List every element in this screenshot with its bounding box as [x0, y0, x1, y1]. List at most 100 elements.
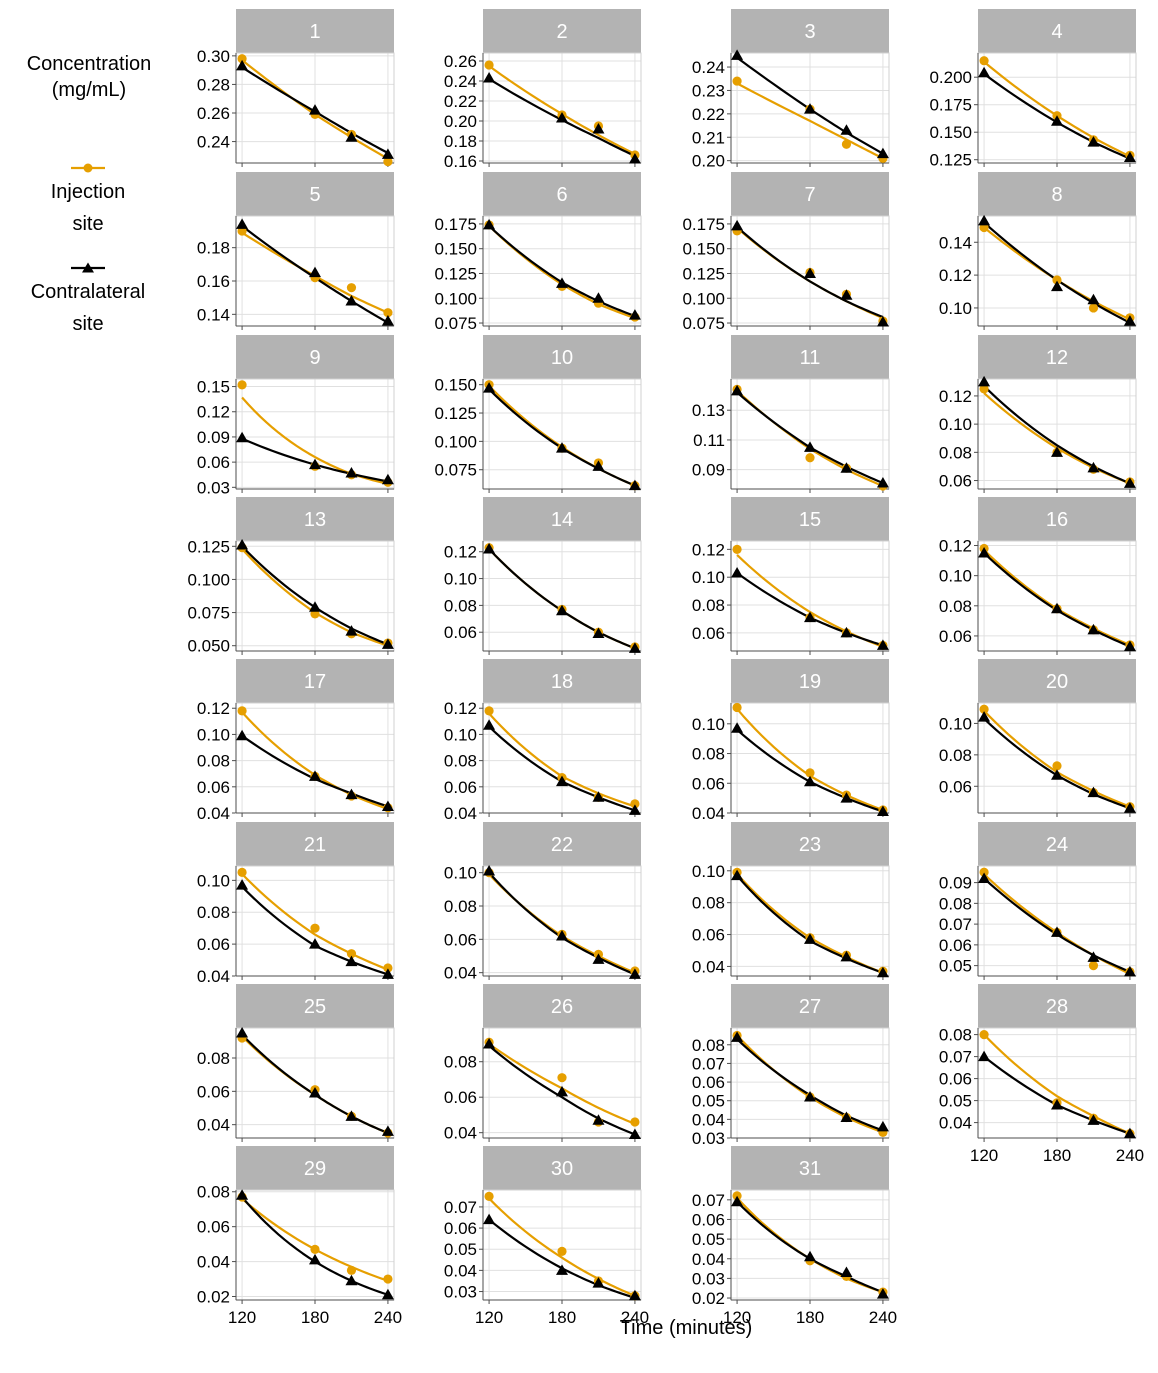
contralateral-point: [628, 968, 641, 979]
contralateral-point: [876, 147, 889, 159]
facet-panel-20: 20 0.10 0.08 0.06: [939, 659, 1137, 817]
contralateral-point: [483, 382, 496, 393]
y-tick-label: 0.04: [197, 1116, 230, 1135]
y-tick-label: 0.06: [692, 1073, 725, 1092]
contralateral-point: [592, 292, 605, 303]
y-tick-label: 0.08: [692, 745, 725, 764]
y-tick-label: 0.075: [434, 461, 477, 480]
injection-point: [557, 1073, 567, 1083]
injection-fit-line: [736, 82, 884, 160]
facet-strip: [978, 497, 1136, 541]
contralateral-point: [236, 1027, 249, 1038]
contralateral-fit-line: [736, 572, 884, 647]
contralateral-point: [1051, 1099, 1063, 1110]
injection-fit-line: [983, 549, 1131, 646]
contralateral-point: [345, 1110, 358, 1121]
contralateral-point: [978, 547, 991, 558]
facet-label: 29: [304, 1158, 326, 1180]
contralateral-point: [345, 625, 358, 636]
y-tick-label: 0.24: [197, 133, 230, 152]
facet-label: 9: [309, 347, 320, 369]
y-tick-label: 0.075: [187, 604, 230, 623]
y-tick-label: 0.04: [444, 1124, 477, 1143]
contralateral-point: [483, 72, 496, 83]
facet-label: 30: [551, 1158, 573, 1180]
facet-strip: [731, 984, 889, 1028]
contralateral-point: [1087, 1114, 1100, 1125]
y-tick-label: 0.11: [693, 431, 725, 450]
x-tick-label: 180: [301, 1308, 329, 1327]
contralateral-fit-line: [241, 885, 389, 976]
contralateral-point: [309, 938, 321, 949]
y-tick-label: 0.150: [434, 240, 477, 259]
facet-panel-24: 24 0.090.08 0.07 0.06 0.05: [939, 822, 1137, 980]
facet-panel-26: 26 0.08 0.06 0.04: [444, 984, 642, 1143]
y-tick-label: 0.06: [197, 1082, 230, 1101]
contralateral-point: [345, 788, 358, 800]
contralateral-point: [628, 1289, 641, 1301]
injection-fit-line: [488, 1043, 636, 1125]
injection-point: [979, 704, 989, 714]
contralateral-fit-line: [241, 1033, 389, 1135]
contralateral-point: [592, 791, 605, 802]
y-tick-label: 0.08: [444, 897, 477, 916]
injection-point: [237, 706, 247, 716]
contralateral-point: [592, 953, 605, 964]
contralateral-point: [381, 1288, 394, 1300]
facet-panel-14: 14 0.12 0.10 0.08 0.06: [444, 497, 642, 655]
y-tick-label: 0.04: [197, 1253, 230, 1272]
y-tick-label: 0.125: [929, 151, 972, 170]
contralateral-point: [876, 805, 889, 817]
y-tick-label: 0.28: [197, 75, 230, 94]
facet-label: 26: [551, 996, 573, 1018]
y-tick-label: 0.08: [939, 894, 972, 913]
contralateral-point: [731, 869, 744, 881]
facet-panel-12: 12 0.12 0.10 0.08 0.06: [939, 335, 1137, 493]
contralateral-point: [804, 611, 816, 623]
legend-injection-label-line-2: site: [72, 213, 103, 235]
y-tick-label: 0.12: [444, 699, 477, 718]
y-tick-label: 0.07: [692, 1054, 725, 1073]
facet-label: 25: [304, 996, 326, 1018]
y-tick-label: 0.06: [939, 627, 972, 646]
y-tick-label: 0.13: [692, 401, 725, 420]
injection-fit-line: [488, 1197, 636, 1297]
y-tick-label: 0.125: [187, 537, 230, 556]
contralateral-point: [978, 872, 991, 883]
contralateral-point: [1087, 786, 1100, 798]
facet-strip: [483, 9, 641, 53]
y-tick-label: 0.24: [692, 58, 725, 77]
y-tick-label: 0.08: [692, 596, 725, 615]
y-tick-label: 0.20: [692, 152, 725, 171]
contralateral-point: [840, 950, 853, 962]
contralateral-point: [804, 933, 816, 944]
facet-panel-28: 28 0.08 0.07 0.06 0.05 0.04 120 180 240: [939, 984, 1144, 1165]
y-tick-label: 0.08: [444, 1053, 477, 1072]
facet-strip: [978, 9, 1136, 53]
injection-fit-line: [241, 396, 389, 486]
facet-panel-21: 21 0.10 0.08 0.06 0.04: [197, 822, 395, 986]
contralateral-point: [1051, 115, 1063, 126]
y-tick-label: 0.175: [682, 215, 725, 234]
contralateral-fit-line: [488, 388, 636, 487]
legend-injection-label-line-1: Injection: [51, 181, 126, 203]
contralateral-point: [309, 770, 321, 781]
y-tick-label: 0.30: [197, 47, 230, 66]
facet-panel-6: 6 0.175 0.150 0.125 0.100 0.075: [434, 172, 642, 333]
y-tick-label: 0.04: [197, 967, 230, 986]
facet-label: 21: [304, 834, 326, 856]
y-tick-label: 0.12: [197, 403, 230, 422]
facet-panel-25: 25 0.08 0.06 0.04: [197, 984, 395, 1142]
y-tick-label: 0.14: [939, 233, 972, 252]
contralateral-point: [236, 538, 249, 550]
contralateral-point: [804, 267, 816, 278]
y-tick-label: 0.08: [197, 752, 230, 771]
x-tick-label: 180: [1043, 1146, 1071, 1165]
contralateral-point: [804, 1090, 816, 1102]
facet-strip: [236, 1146, 394, 1190]
y-tick-label: 0.04: [444, 804, 477, 823]
facet-panel-9: 9 0.15 0.12 0.09 0.06 0.03: [197, 335, 395, 497]
contralateral-point: [978, 214, 991, 226]
injection-point: [805, 453, 815, 463]
